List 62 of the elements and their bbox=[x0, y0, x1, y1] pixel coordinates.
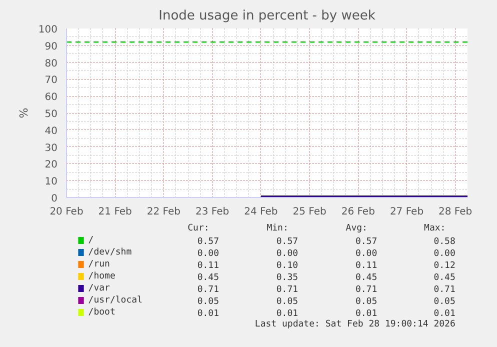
legend-label: / bbox=[88, 236, 94, 246]
text: 0.01 bbox=[355, 309, 378, 319]
y-tick-label: 100 bbox=[38, 24, 58, 36]
text: 0.01 bbox=[434, 309, 456, 319]
text: 0.71 bbox=[355, 285, 378, 295]
x-tick-label: 24 Feb bbox=[244, 206, 278, 218]
text: 0.10 bbox=[276, 261, 298, 271]
legend-label: /run bbox=[88, 260, 110, 270]
text: 0.12 bbox=[434, 261, 456, 271]
legend-label: /usr/local bbox=[88, 296, 142, 306]
text: Cur: bbox=[188, 224, 210, 234]
legend-label: /boot bbox=[88, 308, 116, 318]
text: 0.35 bbox=[276, 273, 298, 283]
text: 0.00 bbox=[355, 249, 378, 259]
text: 0.05 bbox=[197, 297, 220, 307]
text: 0.01 bbox=[276, 309, 298, 319]
text: 0.57 bbox=[197, 237, 220, 247]
text: 0.05 bbox=[355, 297, 378, 307]
x-tick-label: 21 Feb bbox=[98, 206, 132, 218]
text: 0.45 bbox=[197, 273, 220, 283]
chart-title: Inode usage in percent - by week bbox=[158, 8, 376, 24]
y-tick-label: 80 bbox=[44, 58, 58, 70]
legend-label: /var bbox=[88, 284, 111, 294]
y-tick-label: 30 bbox=[44, 142, 58, 154]
x-tick-label: 22 Feb bbox=[146, 206, 181, 218]
y-tick-label: 10 bbox=[44, 176, 58, 188]
text: 0.01 bbox=[197, 309, 220, 319]
x-tick-label: 23 Feb bbox=[196, 206, 230, 218]
legend-label: /home bbox=[88, 272, 116, 282]
text: 0.45 bbox=[434, 273, 456, 283]
x-tick-label: 20 Feb bbox=[50, 206, 84, 218]
legend-label: /dev/shm bbox=[88, 248, 132, 258]
x-tick-label: 28 Feb bbox=[438, 206, 472, 218]
text: 0.00 bbox=[276, 249, 298, 259]
y-tick-label: 20 bbox=[44, 160, 58, 171]
text: Max: bbox=[424, 224, 446, 234]
text: 0.05 bbox=[434, 297, 456, 307]
text: 0.11 bbox=[355, 261, 378, 271]
text: 0.58 bbox=[434, 237, 456, 247]
y-axis-title: % bbox=[17, 108, 30, 118]
text: Last update: Sat Feb 28 19:00:14 2026 bbox=[254, 320, 456, 330]
text: 0.57 bbox=[276, 237, 298, 247]
text: 0.11 bbox=[197, 261, 220, 271]
text: Min: bbox=[266, 224, 288, 234]
text: 0.05 bbox=[276, 297, 298, 307]
text: 0.71 bbox=[197, 285, 220, 295]
y-tick-label: 70 bbox=[44, 75, 58, 86]
text: 0.71 bbox=[276, 285, 298, 295]
x-tick-label: 27 Feb bbox=[390, 206, 424, 218]
x-tick-label: 25 Feb bbox=[292, 206, 326, 218]
y-tick-label: 90 bbox=[44, 41, 58, 52]
text: 0.00 bbox=[434, 249, 456, 259]
text: 0.45 bbox=[355, 273, 378, 283]
text: 0.71 bbox=[434, 285, 456, 295]
text: 0.57 bbox=[355, 237, 378, 247]
x-tick-label: 26 Feb bbox=[341, 206, 375, 218]
text: 0.00 bbox=[197, 249, 220, 259]
y-tick-label: 0 bbox=[51, 194, 58, 204]
text: Avg: bbox=[346, 224, 368, 234]
y-tick-label: 40 bbox=[44, 126, 58, 137]
y-tick-label: 60 bbox=[44, 92, 58, 104]
y-tick-label: 50 bbox=[44, 109, 58, 120]
